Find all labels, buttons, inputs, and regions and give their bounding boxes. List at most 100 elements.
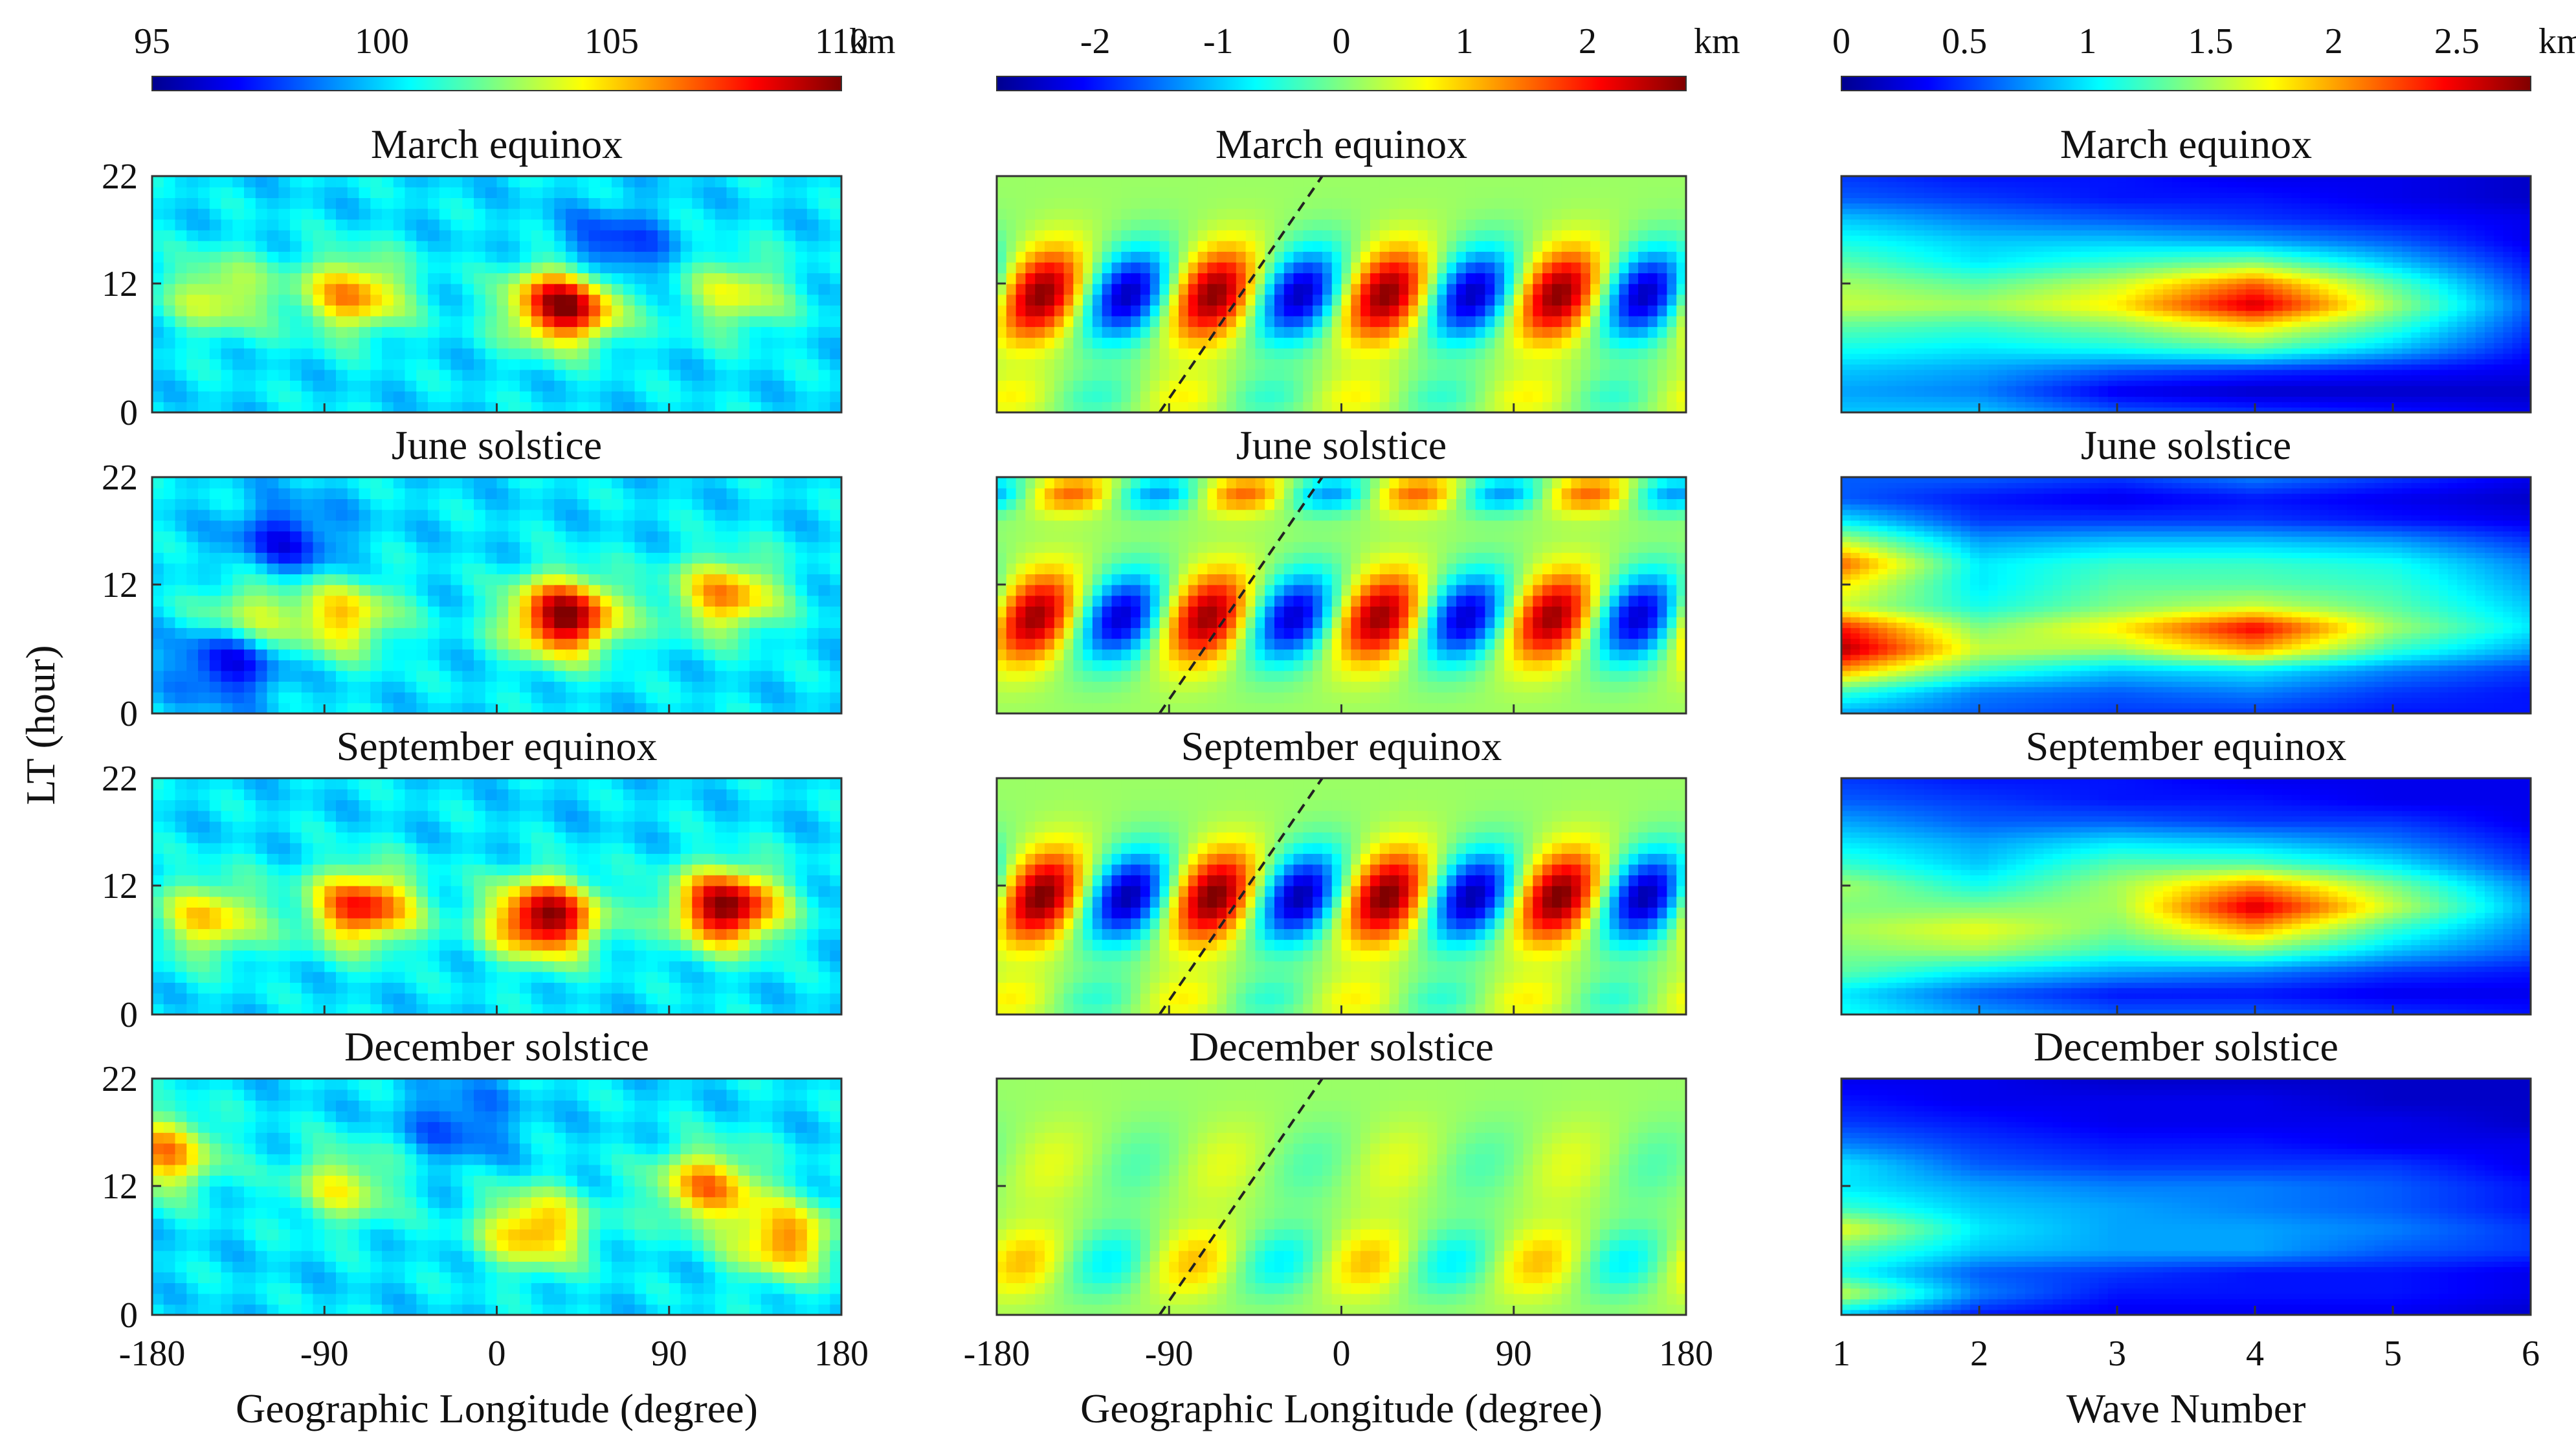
heatmap-cell (715, 316, 727, 327)
heatmap-cell (198, 316, 210, 327)
heatmap-cell (348, 197, 360, 208)
heatmap-cell (324, 671, 337, 682)
heatmap-cell (761, 681, 773, 692)
heatmap-cell (405, 337, 417, 348)
heatmap-cell (543, 337, 555, 348)
heatmap-cell (669, 692, 682, 703)
heatmap-cell (795, 251, 808, 262)
heatmap-cell (175, 176, 188, 187)
heatmap-cell (382, 295, 394, 306)
heatmap-cell (543, 638, 555, 649)
heatmap-cell (394, 284, 406, 295)
heatmap-cell (520, 187, 532, 198)
heatmap-cell (543, 326, 555, 337)
heatmap-cell (267, 692, 280, 703)
colorbar-tick-label: 95 (134, 21, 170, 62)
heatmap-cell (186, 627, 199, 638)
heatmap-cell (761, 649, 773, 660)
heatmap-cell (520, 337, 532, 348)
heatmap-cell (462, 638, 474, 649)
heatmap-cell (554, 638, 566, 649)
heatmap-cell (830, 284, 842, 295)
heatmap-cell (704, 187, 716, 198)
heatmap-cell (600, 295, 612, 306)
heatmap-cell (370, 359, 383, 370)
heatmap-cell (267, 671, 280, 682)
heatmap-cell (669, 380, 682, 391)
heatmap-cell (336, 649, 348, 660)
heatmap-cell (267, 337, 280, 348)
heatmap-cell (589, 316, 601, 327)
heatmap-cell (819, 316, 831, 327)
heatmap-cell (658, 241, 670, 252)
heatmap-cell (623, 176, 636, 187)
heatmap-cell (531, 638, 544, 649)
heatmap-cell (485, 187, 498, 198)
heatmap-cell (577, 295, 590, 306)
heatmap-cell (635, 380, 647, 391)
heatmap-cell (198, 241, 210, 252)
heatmap-cell (669, 627, 682, 638)
heatmap-cell (485, 176, 498, 187)
heatmap-cell (589, 702, 601, 713)
heatmap-cell (646, 380, 658, 391)
colorbar-unit: km (2538, 21, 2576, 62)
heatmap-cell (313, 370, 326, 381)
heatmap-cell (681, 401, 693, 412)
colorbar-tick-label: 0 (1333, 21, 1351, 62)
heatmap-cell (324, 359, 337, 370)
heatmap-cell (658, 284, 670, 295)
heatmap-cell (428, 284, 440, 295)
heatmap-cell (198, 187, 210, 198)
heatmap-cell (164, 692, 176, 703)
heatmap-cell (577, 692, 590, 703)
heatmap-cell (382, 176, 394, 187)
heatmap-cell (681, 391, 693, 402)
heatmap-cell (485, 359, 498, 370)
heatmap-cell (210, 241, 222, 252)
heatmap-cell (186, 370, 199, 381)
heatmap-cell (807, 251, 819, 262)
heatmap-cell (727, 348, 739, 359)
heatmap-cell (394, 671, 406, 682)
heatmap-cell (554, 380, 566, 391)
heatmap-cell (554, 370, 566, 381)
heatmap-cell (520, 230, 532, 241)
colorbar-tick-label: 0.5 (1942, 21, 1987, 62)
heatmap-cell (761, 380, 773, 391)
heatmap-cell (692, 251, 704, 262)
heatmap-cell (738, 692, 750, 703)
heatmap-cell (543, 702, 555, 713)
heatmap-cell (485, 702, 498, 713)
heatmap-cell (416, 187, 428, 198)
heatmap-cell (439, 316, 452, 327)
heatmap-cell (795, 627, 808, 638)
heatmap-cell (382, 219, 394, 230)
heatmap-cell (784, 197, 796, 208)
heatmap-cell (198, 208, 210, 219)
heatmap-cell (244, 284, 256, 295)
heatmap-cell (761, 262, 773, 273)
heatmap-cell (485, 401, 498, 412)
heatmap-cell (348, 671, 360, 682)
heatmap-cell (164, 262, 176, 273)
heatmap-cell (589, 337, 601, 348)
heatmap-cell (669, 359, 682, 370)
heatmap-cell (370, 326, 383, 337)
heatmap-cell (554, 187, 566, 198)
heatmap-cell (186, 176, 199, 187)
heatmap-cell (658, 649, 670, 660)
heatmap-cell (807, 391, 819, 402)
heatmap-cell (807, 380, 819, 391)
heatmap-cell (715, 326, 727, 337)
heatmap-cell (394, 359, 406, 370)
heatmap-cell (359, 638, 372, 649)
heatmap-cell (646, 284, 658, 295)
heatmap-cell (186, 219, 199, 230)
heatmap-cell (531, 295, 544, 306)
heatmap-cell (439, 649, 452, 660)
heatmap-cell (612, 337, 624, 348)
heatmap-cell (715, 176, 727, 187)
heatmap-cell (416, 617, 428, 628)
heatmap-cell (336, 702, 348, 713)
